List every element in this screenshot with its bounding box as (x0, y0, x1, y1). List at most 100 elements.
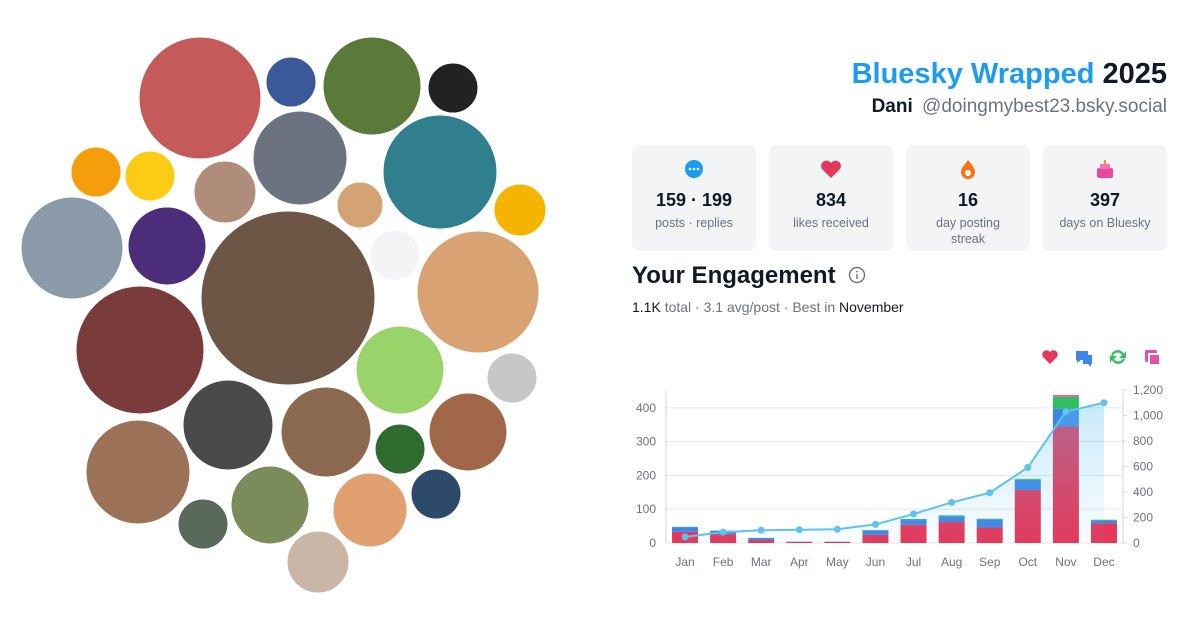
stat-value: 16 (957, 190, 979, 210)
line-point (871, 520, 879, 528)
y-tick-label: 200 (636, 468, 656, 482)
x-tick-label: Jan (675, 555, 694, 569)
line-point (986, 489, 994, 497)
avatar (18, 194, 126, 302)
icon (961, 160, 975, 179)
title-brand: Bluesky Wrapped (851, 58, 1095, 90)
x-tick-label: Mar (751, 555, 772, 569)
avatar (320, 34, 424, 138)
y2-tick-label: 600 (1133, 460, 1153, 474)
stat-label: likes received (793, 216, 869, 230)
stat-value: 397 (1089, 190, 1121, 210)
avatar (125, 204, 209, 288)
avatar (191, 158, 259, 226)
line-point (757, 526, 765, 534)
line-point (910, 510, 918, 518)
stat-label: day posting streak (936, 216, 1000, 246)
avatar (122, 148, 178, 204)
user-name: Dani (871, 96, 913, 117)
avatar-cloud (18, 34, 549, 596)
engagement-best: November (839, 299, 904, 315)
user: Dani @doingmybest23.bsky.social (872, 96, 1167, 118)
legend-shape (1076, 351, 1092, 367)
legend-icon[interactable] (1144, 350, 1159, 364)
avatar (380, 112, 500, 232)
x-tick-label: Oct (1018, 555, 1037, 569)
legend-shape (1042, 350, 1058, 364)
avatar (263, 54, 319, 110)
info-icon[interactable] (848, 266, 866, 284)
x-tick-label: Aug (941, 555, 962, 569)
x-tick-label: Feb (713, 555, 734, 569)
engagement-chart: 0 100 200 300 400 0 200 400 600 800 1,000 1,200 Jan F… (636, 350, 1163, 569)
avatar (284, 528, 352, 596)
y-tick-label: 0 (649, 536, 656, 550)
line-point (833, 525, 841, 533)
stat-card: 159 · 199 posts · replies (632, 145, 756, 251)
x-tick-label: May (826, 555, 849, 569)
avatar (198, 208, 378, 388)
avatar (414, 228, 542, 356)
area (685, 402, 1104, 543)
avatar (180, 377, 276, 473)
avatar (250, 108, 350, 208)
icon (1097, 160, 1113, 178)
user-handle: @doingmybest23.bsky.social (922, 96, 1167, 117)
bar-segment (1052, 396, 1079, 409)
avatar (372, 421, 428, 477)
legend-icon[interactable] (1076, 351, 1092, 367)
x-tick-label: Jun (866, 555, 885, 569)
line-point (719, 528, 727, 536)
x-tick-label: Dec (1093, 555, 1114, 569)
stat-value: 834 (815, 190, 847, 210)
avatar (484, 350, 540, 406)
y-tick-label: 100 (636, 502, 656, 516)
stat-card: 16 day posting streak (906, 145, 1030, 251)
avatar (136, 34, 264, 162)
y2-tick-label: 0 (1133, 536, 1140, 550)
y2-tick-label: 800 (1133, 434, 1153, 448)
icon (821, 160, 841, 178)
line-point (795, 526, 803, 534)
x-tick-label: Jul (906, 555, 921, 569)
legend-shape (1110, 350, 1126, 364)
avatar (426, 390, 510, 474)
avatar (425, 60, 481, 116)
line-point (948, 498, 956, 506)
y2-tick-label: 1,000 (1133, 409, 1163, 423)
avatar (367, 227, 423, 283)
stat-label: days on Bluesky (1059, 216, 1151, 230)
y2-tick-label: 200 (1133, 511, 1153, 525)
avatar (408, 466, 464, 522)
y-tick-label: 400 (636, 401, 656, 415)
legend-icon[interactable] (1042, 350, 1058, 364)
legend-shape (1144, 350, 1159, 364)
avatar (228, 463, 312, 547)
y2-tick-label: 400 (1133, 485, 1153, 499)
avatar (68, 144, 124, 200)
avatar (175, 496, 231, 552)
bar-segment (1052, 395, 1079, 397)
stat-value: 159 · 199 (655, 190, 733, 210)
line-point (1024, 464, 1032, 472)
section-title: Your Engagement (632, 262, 866, 290)
stat-card: 834 likes received (769, 145, 893, 251)
line-point (1062, 408, 1070, 416)
bar-segment (672, 527, 699, 532)
avatar (330, 470, 410, 550)
x-tick-label: Apr (790, 555, 809, 569)
line-point (1100, 399, 1108, 407)
engagement-title: Your Engagement (632, 262, 836, 289)
line-point (681, 533, 689, 541)
stat-label: posts · replies (655, 216, 733, 230)
avatar (278, 384, 374, 480)
legend-icon[interactable] (1110, 350, 1126, 364)
avatar (334, 179, 386, 231)
x-tick-label: Nov (1055, 555, 1076, 569)
x-tick-label: Sep (979, 555, 1001, 569)
engagement-text: total · 3.1 avg/post · Best in (664, 299, 836, 315)
stat-card: 397 days on Bluesky (1043, 145, 1167, 251)
avatar (353, 323, 447, 417)
bar-segment (1090, 520, 1117, 524)
